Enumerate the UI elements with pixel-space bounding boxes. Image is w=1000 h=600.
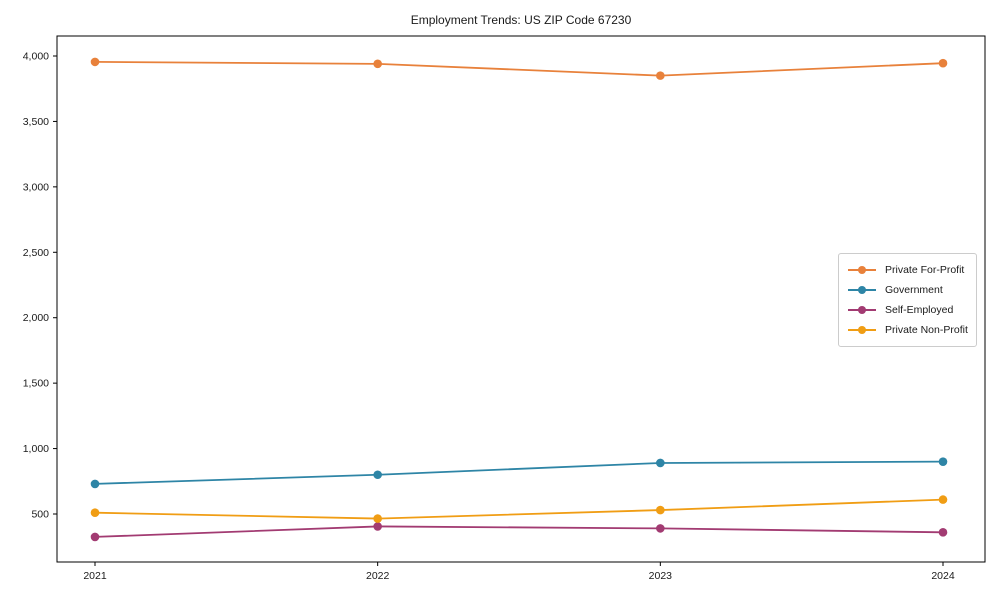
line-marker-icon — [848, 265, 876, 275]
y-tick-label: 1,000 — [23, 443, 49, 455]
series-marker — [90, 479, 100, 489]
series-marker — [90, 508, 100, 517]
y-tick-label: 500 — [31, 509, 49, 521]
x-tick-label: 2024 — [931, 570, 955, 582]
chart-title: Employment Trends: US ZIP Code 67230 — [410, 13, 632, 27]
series-marker — [656, 524, 665, 533]
series-marker — [656, 71, 665, 80]
legend: Private For-Profit Government Self-Emplo… — [838, 253, 977, 347]
legend-item: Government — [848, 280, 968, 300]
series-marker — [938, 528, 948, 537]
legend-item: Private Non-Profit — [848, 320, 968, 340]
series-marker — [656, 505, 665, 515]
series-line — [94, 525, 944, 538]
series-marker — [373, 59, 382, 69]
series-marker — [373, 470, 382, 480]
line-marker-icon — [848, 305, 876, 315]
x-tick-label: 2022 — [366, 570, 390, 582]
series-line — [94, 60, 944, 77]
series-marker — [373, 522, 382, 531]
legend-label: Private Non-Profit — [885, 324, 968, 336]
series-marker — [938, 457, 948, 466]
legend-label: Government — [885, 284, 943, 296]
y-tick-label: 2,500 — [23, 247, 49, 259]
series-marker — [90, 57, 100, 67]
series-marker — [938, 58, 948, 68]
y-tick-label: 4,000 — [23, 51, 49, 63]
legend-label: Private For-Profit — [885, 264, 965, 276]
y-tick-label: 1,500 — [23, 378, 49, 390]
legend-item: Private For-Profit — [848, 260, 968, 280]
legend-item: Self-Employed — [848, 300, 968, 320]
series-marker — [90, 532, 100, 542]
line-marker-icon — [848, 325, 876, 335]
x-tick-label: 2021 — [83, 570, 107, 582]
series-marker — [938, 495, 948, 504]
series-marker — [373, 514, 382, 523]
y-tick-label: 3,500 — [23, 116, 49, 128]
y-tick-label: 3,000 — [23, 181, 49, 193]
series-line — [94, 498, 944, 520]
line-marker-icon — [848, 285, 876, 295]
x-tick-label: 2023 — [649, 570, 673, 582]
plot-frame — [56, 35, 986, 563]
series-line — [94, 460, 944, 485]
legend-label: Self-Employed — [885, 304, 954, 316]
series-marker — [656, 458, 665, 468]
y-tick-label: 2,000 — [23, 312, 49, 324]
